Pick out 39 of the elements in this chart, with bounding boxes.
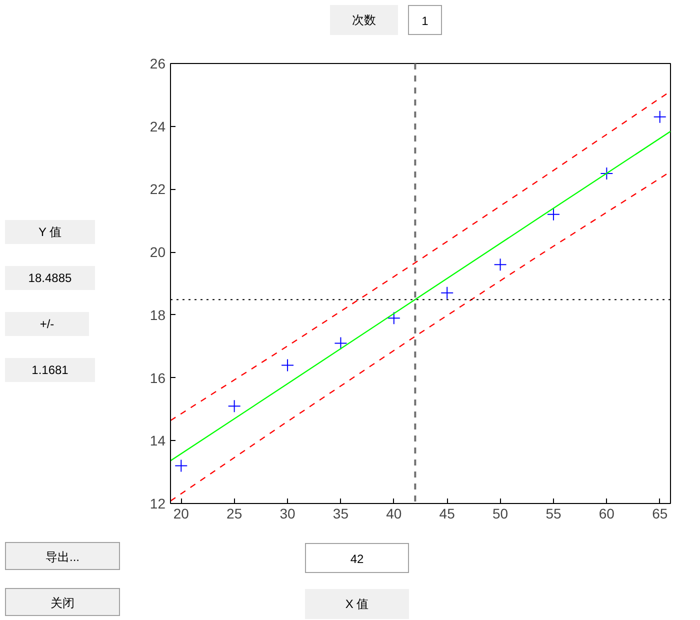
y-tick-label: 24 xyxy=(150,118,166,134)
text: 导出... xyxy=(45,549,80,566)
y-tick-label: 14 xyxy=(150,432,166,449)
x-tick-label: 50 xyxy=(492,506,508,522)
x-tick-label: 20 xyxy=(173,506,190,522)
text: X 值 xyxy=(345,596,369,613)
x-tick-label: 30 xyxy=(280,506,296,522)
point xyxy=(546,208,560,221)
text: 18.4885 xyxy=(28,270,72,287)
x-tick-label: 60 xyxy=(598,506,615,522)
y-tick-label: 26 xyxy=(150,56,166,72)
text: Y 值 xyxy=(38,224,62,241)
point xyxy=(281,358,294,372)
text: 1 xyxy=(422,13,428,30)
x-tick-label: 35 xyxy=(332,506,349,522)
text: 次数 xyxy=(352,12,376,29)
y-tick-label: 22 xyxy=(150,181,166,198)
point xyxy=(440,286,454,300)
point xyxy=(494,258,507,272)
point xyxy=(334,336,348,350)
y-tick-label: 18 xyxy=(150,306,166,323)
x-tick-label: 55 xyxy=(546,506,562,522)
line-series xyxy=(170,130,670,462)
point xyxy=(653,110,666,124)
text: 关闭 xyxy=(50,595,74,612)
text: 42 xyxy=(350,551,364,568)
point xyxy=(174,459,188,472)
point xyxy=(600,167,614,180)
x-tick-label: 45 xyxy=(439,506,456,522)
point xyxy=(387,312,400,325)
y-tick-label: 20 xyxy=(150,244,166,260)
text: +/- xyxy=(40,316,54,333)
y-tick-label: 12 xyxy=(150,496,166,512)
point xyxy=(228,400,241,413)
x-tick-label: 25 xyxy=(226,506,242,522)
text: 1.1681 xyxy=(32,362,68,379)
x-tick-label: 40 xyxy=(386,506,402,522)
x-tick-label: 65 xyxy=(652,506,668,522)
y-tick-label: 16 xyxy=(150,370,166,386)
